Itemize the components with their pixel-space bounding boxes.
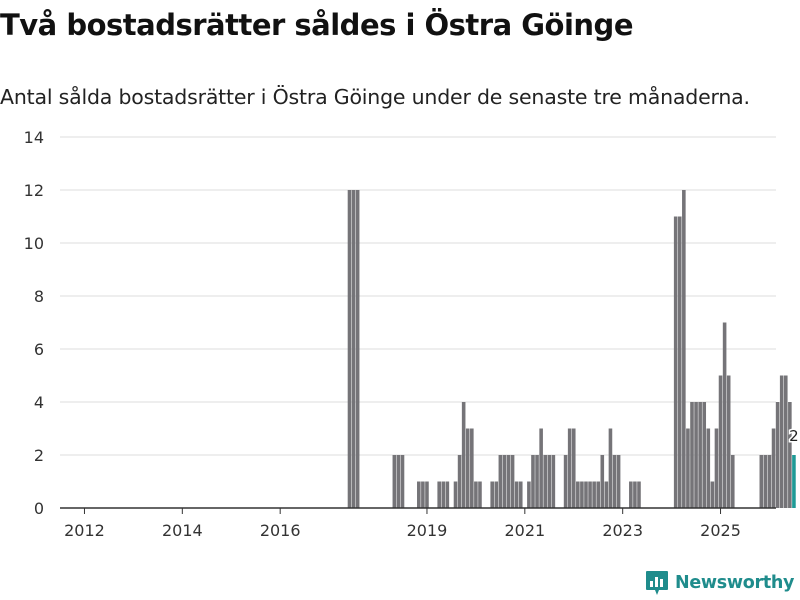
bar xyxy=(355,190,360,508)
bar xyxy=(498,455,503,508)
bar xyxy=(531,455,535,508)
bar xyxy=(580,481,584,508)
brand-name: Newsworthy xyxy=(675,573,795,593)
y-tick-label: 14 xyxy=(24,128,44,147)
bar xyxy=(563,455,568,508)
bar xyxy=(759,455,764,508)
bar xyxy=(694,402,698,508)
bar xyxy=(767,455,772,508)
bar xyxy=(351,190,356,508)
bar xyxy=(461,402,466,508)
bar xyxy=(441,481,446,508)
bar xyxy=(571,428,576,508)
bar xyxy=(682,190,686,508)
bar xyxy=(490,481,494,508)
bar xyxy=(535,455,539,508)
bar-highlight xyxy=(792,455,796,508)
x-tick-label: 2014 xyxy=(162,521,203,540)
bar xyxy=(494,481,499,508)
bar xyxy=(510,455,515,508)
bar xyxy=(730,455,735,508)
bar xyxy=(592,481,596,508)
bar xyxy=(718,375,723,508)
bar xyxy=(608,428,613,508)
bar xyxy=(445,481,450,508)
newsworthy-chart-icon xyxy=(646,571,668,595)
x-tick-label: 2016 xyxy=(260,521,301,540)
y-tick-label: 2 xyxy=(34,446,44,465)
bar xyxy=(417,481,421,508)
bar xyxy=(714,428,719,508)
bar xyxy=(543,455,548,508)
bar xyxy=(392,455,397,508)
bar xyxy=(710,481,715,508)
bar xyxy=(514,481,519,508)
bar xyxy=(547,455,552,508)
y-tick-label: 6 xyxy=(34,340,44,359)
bar xyxy=(400,455,405,508)
y-tick-label: 4 xyxy=(34,393,44,412)
y-tick-label: 8 xyxy=(34,287,44,306)
bar xyxy=(465,428,470,508)
bar xyxy=(698,402,702,508)
bar xyxy=(783,375,788,508)
bar xyxy=(612,455,617,508)
x-tick-label: 2025 xyxy=(700,521,741,540)
bar xyxy=(347,190,352,508)
bar xyxy=(788,402,792,508)
bar xyxy=(588,481,592,508)
bar xyxy=(763,455,768,508)
bar xyxy=(425,481,429,508)
bar xyxy=(576,481,580,508)
bar xyxy=(539,428,543,508)
bar xyxy=(629,481,633,508)
x-tick-label: 2023 xyxy=(602,521,643,540)
bar xyxy=(478,481,482,508)
bar xyxy=(421,481,425,508)
y-tick-label: 10 xyxy=(24,234,44,253)
bar xyxy=(518,481,523,508)
bar xyxy=(567,428,572,508)
bar xyxy=(474,481,478,508)
bar xyxy=(457,455,462,508)
bar xyxy=(690,402,694,508)
bar xyxy=(502,455,507,508)
newsworthy-logo[interactable]: Newsworthy xyxy=(645,570,794,596)
chart-title: Två bostadsrätter såldes i Östra Göinge xyxy=(0,8,634,42)
bar xyxy=(722,322,727,508)
bar xyxy=(706,428,711,508)
bar xyxy=(551,455,556,508)
bar xyxy=(396,455,401,508)
bar xyxy=(604,481,609,508)
bar xyxy=(470,428,474,508)
bar xyxy=(677,216,682,508)
chart-subtitle: Antal sålda bostadsrätter i Östra Göinge… xyxy=(0,85,750,109)
bar xyxy=(506,455,511,508)
bar xyxy=(726,375,731,508)
bar xyxy=(702,402,707,508)
bar xyxy=(775,402,780,508)
x-tick-label: 2019 xyxy=(407,521,448,540)
x-tick-label: 2012 xyxy=(64,521,105,540)
bar xyxy=(600,455,605,508)
bar xyxy=(633,481,637,508)
bar xyxy=(584,481,588,508)
bar xyxy=(616,455,621,508)
bar xyxy=(686,428,690,508)
bar xyxy=(527,481,531,508)
data-label-highlight: 2 xyxy=(789,427,799,445)
y-tick-label: 12 xyxy=(24,181,44,200)
bar xyxy=(771,428,776,508)
bar xyxy=(437,481,441,508)
bar xyxy=(637,481,641,508)
bar xyxy=(779,375,784,508)
bar xyxy=(673,216,678,508)
bar xyxy=(453,481,458,508)
x-tick-label: 2021 xyxy=(504,521,545,540)
y-tick-label: 0 xyxy=(34,499,44,518)
bar xyxy=(596,481,601,508)
